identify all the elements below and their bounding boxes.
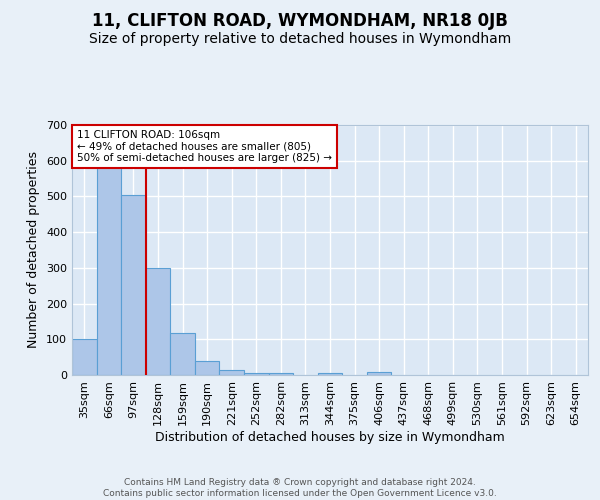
- Bar: [220, 370, 244, 375]
- Bar: [269, 373, 293, 375]
- Bar: [97, 164, 121, 375]
- Text: Size of property relative to detached houses in Wymondham: Size of property relative to detached ho…: [89, 32, 511, 46]
- Bar: [195, 362, 220, 375]
- X-axis label: Distribution of detached houses by size in Wymondham: Distribution of detached houses by size …: [155, 430, 505, 444]
- Y-axis label: Number of detached properties: Number of detached properties: [28, 152, 40, 348]
- Text: 11 CLIFTON ROAD: 106sqm
← 49% of detached houses are smaller (805)
50% of semi-d: 11 CLIFTON ROAD: 106sqm ← 49% of detache…: [77, 130, 332, 163]
- Bar: [318, 373, 342, 375]
- Bar: [121, 194, 146, 375]
- Text: 11, CLIFTON ROAD, WYMONDHAM, NR18 0JB: 11, CLIFTON ROAD, WYMONDHAM, NR18 0JB: [92, 12, 508, 30]
- Text: Contains HM Land Registry data ® Crown copyright and database right 2024.
Contai: Contains HM Land Registry data ® Crown c…: [103, 478, 497, 498]
- Bar: [72, 340, 97, 375]
- Bar: [367, 372, 391, 375]
- Bar: [170, 333, 195, 375]
- Bar: [244, 372, 269, 375]
- Bar: [146, 268, 170, 375]
